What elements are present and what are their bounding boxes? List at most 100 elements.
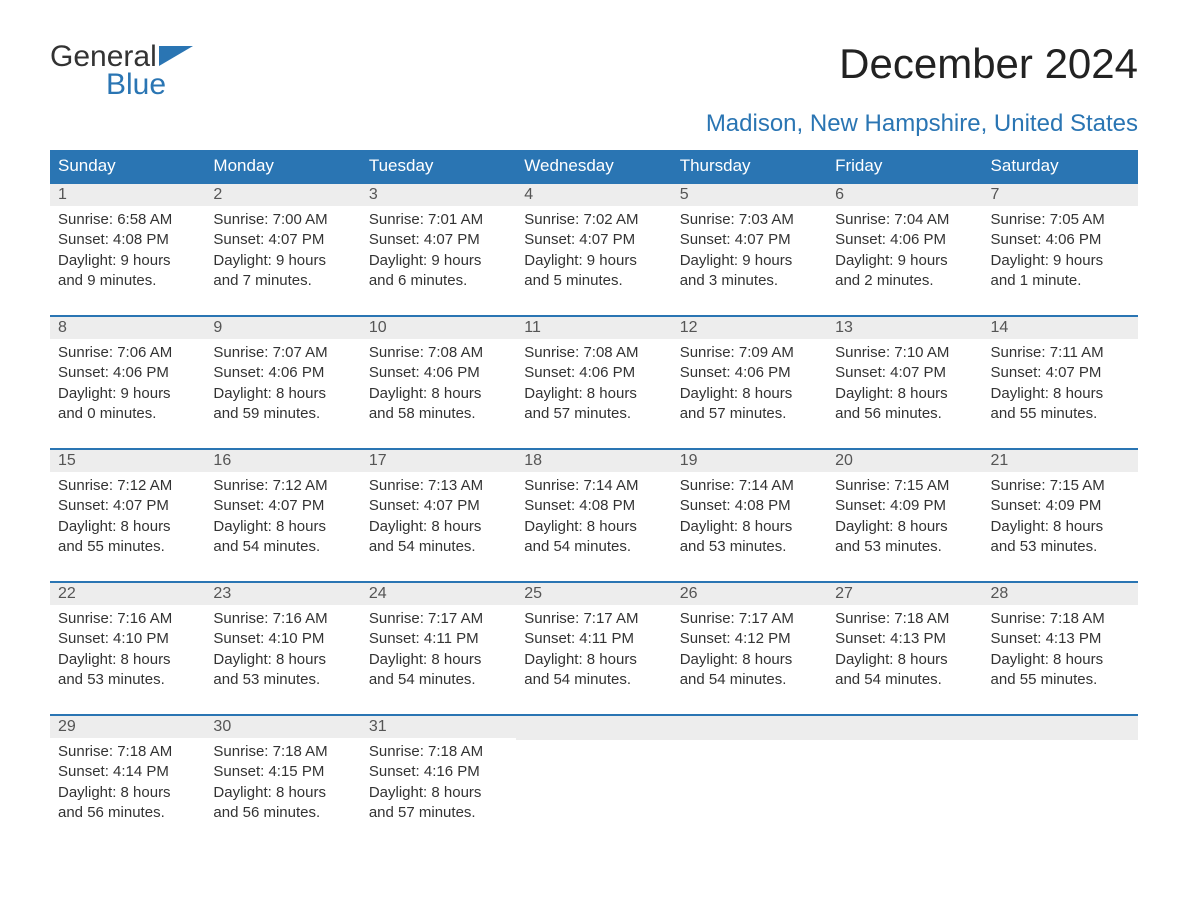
- day-number: 22: [50, 583, 205, 605]
- day-cell: 28Sunrise: 7:18 AMSunset: 4:13 PMDayligh…: [983, 583, 1138, 708]
- empty-day-header: [827, 716, 982, 740]
- day-body: Sunrise: 7:07 AMSunset: 4:06 PMDaylight:…: [205, 339, 360, 442]
- daylight-line1: Daylight: 8 hours: [213, 783, 352, 803]
- week-row: 8Sunrise: 7:06 AMSunset: 4:06 PMDaylight…: [50, 315, 1138, 442]
- sunset-text: Sunset: 4:08 PM: [58, 230, 197, 250]
- day-number: 12: [672, 317, 827, 339]
- day-number: 23: [205, 583, 360, 605]
- sunset-text: Sunset: 4:10 PM: [58, 629, 197, 649]
- daylight-line1: Daylight: 8 hours: [213, 517, 352, 537]
- daylight-line2: and 1 minute.: [991, 271, 1130, 291]
- day-cell: 7Sunrise: 7:05 AMSunset: 4:06 PMDaylight…: [983, 184, 1138, 309]
- daylight-line2: and 54 minutes.: [369, 537, 508, 557]
- day-number: 26: [672, 583, 827, 605]
- day-body: Sunrise: 7:12 AMSunset: 4:07 PMDaylight:…: [50, 472, 205, 575]
- empty-day-cell: [516, 716, 671, 841]
- daylight-line2: and 6 minutes.: [369, 271, 508, 291]
- daylight-line1: Daylight: 8 hours: [58, 650, 197, 670]
- sunset-text: Sunset: 4:06 PM: [369, 363, 508, 383]
- daylight-line2: and 53 minutes.: [680, 537, 819, 557]
- sunset-text: Sunset: 4:16 PM: [369, 762, 508, 782]
- sunrise-text: Sunrise: 7:11 AM: [991, 343, 1130, 363]
- day-cell: 5Sunrise: 7:03 AMSunset: 4:07 PMDaylight…: [672, 184, 827, 309]
- day-body: Sunrise: 7:14 AMSunset: 4:08 PMDaylight:…: [672, 472, 827, 575]
- sunset-text: Sunset: 4:09 PM: [991, 496, 1130, 516]
- daylight-line2: and 58 minutes.: [369, 404, 508, 424]
- daylight-line1: Daylight: 9 hours: [991, 251, 1130, 271]
- sunrise-text: Sunrise: 7:18 AM: [369, 742, 508, 762]
- daylight-line2: and 0 minutes.: [58, 404, 197, 424]
- daylight-line2: and 9 minutes.: [58, 271, 197, 291]
- day-body: Sunrise: 7:15 AMSunset: 4:09 PMDaylight:…: [827, 472, 982, 575]
- day-cell: 13Sunrise: 7:10 AMSunset: 4:07 PMDayligh…: [827, 317, 982, 442]
- day-body: Sunrise: 7:02 AMSunset: 4:07 PMDaylight:…: [516, 206, 671, 309]
- daylight-line1: Daylight: 9 hours: [835, 251, 974, 271]
- sunset-text: Sunset: 4:14 PM: [58, 762, 197, 782]
- day-cell: 26Sunrise: 7:17 AMSunset: 4:12 PMDayligh…: [672, 583, 827, 708]
- day-body: Sunrise: 7:01 AMSunset: 4:07 PMDaylight:…: [361, 206, 516, 309]
- daylight-line1: Daylight: 8 hours: [835, 517, 974, 537]
- daylight-line1: Daylight: 9 hours: [213, 251, 352, 271]
- logo-text-blue: Blue: [106, 68, 166, 102]
- sunrise-text: Sunrise: 7:03 AM: [680, 210, 819, 230]
- daylight-line1: Daylight: 8 hours: [58, 517, 197, 537]
- day-cell: 14Sunrise: 7:11 AMSunset: 4:07 PMDayligh…: [983, 317, 1138, 442]
- daylight-line2: and 53 minutes.: [835, 537, 974, 557]
- sunset-text: Sunset: 4:08 PM: [524, 496, 663, 516]
- sunset-text: Sunset: 4:15 PM: [213, 762, 352, 782]
- daylight-line2: and 56 minutes.: [213, 803, 352, 823]
- empty-day-cell: [827, 716, 982, 841]
- day-body: Sunrise: 7:03 AMSunset: 4:07 PMDaylight:…: [672, 206, 827, 309]
- day-body: Sunrise: 7:17 AMSunset: 4:11 PMDaylight:…: [361, 605, 516, 708]
- weekday-header-cell: Monday: [205, 150, 360, 182]
- day-cell: 31Sunrise: 7:18 AMSunset: 4:16 PMDayligh…: [361, 716, 516, 841]
- sunrise-text: Sunrise: 7:14 AM: [524, 476, 663, 496]
- weekday-header-cell: Saturday: [983, 150, 1138, 182]
- sunrise-text: Sunrise: 7:05 AM: [991, 210, 1130, 230]
- day-cell: 6Sunrise: 7:04 AMSunset: 4:06 PMDaylight…: [827, 184, 982, 309]
- daylight-line2: and 5 minutes.: [524, 271, 663, 291]
- day-body: Sunrise: 7:14 AMSunset: 4:08 PMDaylight:…: [516, 472, 671, 575]
- day-body: Sunrise: 7:13 AMSunset: 4:07 PMDaylight:…: [361, 472, 516, 575]
- day-number: 19: [672, 450, 827, 472]
- sunset-text: Sunset: 4:07 PM: [58, 496, 197, 516]
- day-number: 17: [361, 450, 516, 472]
- day-number: 8: [50, 317, 205, 339]
- calendar: SundayMondayTuesdayWednesdayThursdayFrid…: [50, 150, 1138, 841]
- day-number: 7: [983, 184, 1138, 206]
- sunset-text: Sunset: 4:13 PM: [835, 629, 974, 649]
- day-body: Sunrise: 7:09 AMSunset: 4:06 PMDaylight:…: [672, 339, 827, 442]
- daylight-line1: Daylight: 8 hours: [213, 650, 352, 670]
- sunrise-text: Sunrise: 7:17 AM: [524, 609, 663, 629]
- daylight-line1: Daylight: 8 hours: [369, 517, 508, 537]
- day-body: Sunrise: 7:18 AMSunset: 4:15 PMDaylight:…: [205, 738, 360, 841]
- daylight-line1: Daylight: 9 hours: [680, 251, 819, 271]
- sunset-text: Sunset: 4:07 PM: [991, 363, 1130, 383]
- header: General Blue December 2024: [50, 40, 1138, 102]
- sunrise-text: Sunrise: 7:18 AM: [835, 609, 974, 629]
- sunrise-text: Sunrise: 7:12 AM: [58, 476, 197, 496]
- day-cell: 16Sunrise: 7:12 AMSunset: 4:07 PMDayligh…: [205, 450, 360, 575]
- sunrise-text: Sunrise: 7:07 AM: [213, 343, 352, 363]
- day-cell: 12Sunrise: 7:09 AMSunset: 4:06 PMDayligh…: [672, 317, 827, 442]
- day-cell: 4Sunrise: 7:02 AMSunset: 4:07 PMDaylight…: [516, 184, 671, 309]
- day-cell: 15Sunrise: 7:12 AMSunset: 4:07 PMDayligh…: [50, 450, 205, 575]
- day-number: 27: [827, 583, 982, 605]
- day-number: 14: [983, 317, 1138, 339]
- sunset-text: Sunset: 4:07 PM: [835, 363, 974, 383]
- daylight-line2: and 54 minutes.: [835, 670, 974, 690]
- sunrise-text: Sunrise: 7:09 AM: [680, 343, 819, 363]
- day-cell: 8Sunrise: 7:06 AMSunset: 4:06 PMDaylight…: [50, 317, 205, 442]
- logo: General Blue: [50, 40, 193, 102]
- daylight-line2: and 54 minutes.: [213, 537, 352, 557]
- daylight-line2: and 57 minutes.: [369, 803, 508, 823]
- daylight-line1: Daylight: 9 hours: [369, 251, 508, 271]
- daylight-line1: Daylight: 9 hours: [58, 251, 197, 271]
- daylight-line1: Daylight: 8 hours: [991, 517, 1130, 537]
- day-body: Sunrise: 7:05 AMSunset: 4:06 PMDaylight:…: [983, 206, 1138, 309]
- weekday-header-cell: Tuesday: [361, 150, 516, 182]
- daylight-line2: and 54 minutes.: [680, 670, 819, 690]
- day-body: Sunrise: 7:18 AMSunset: 4:16 PMDaylight:…: [361, 738, 516, 841]
- day-number: 9: [205, 317, 360, 339]
- day-cell: 18Sunrise: 7:14 AMSunset: 4:08 PMDayligh…: [516, 450, 671, 575]
